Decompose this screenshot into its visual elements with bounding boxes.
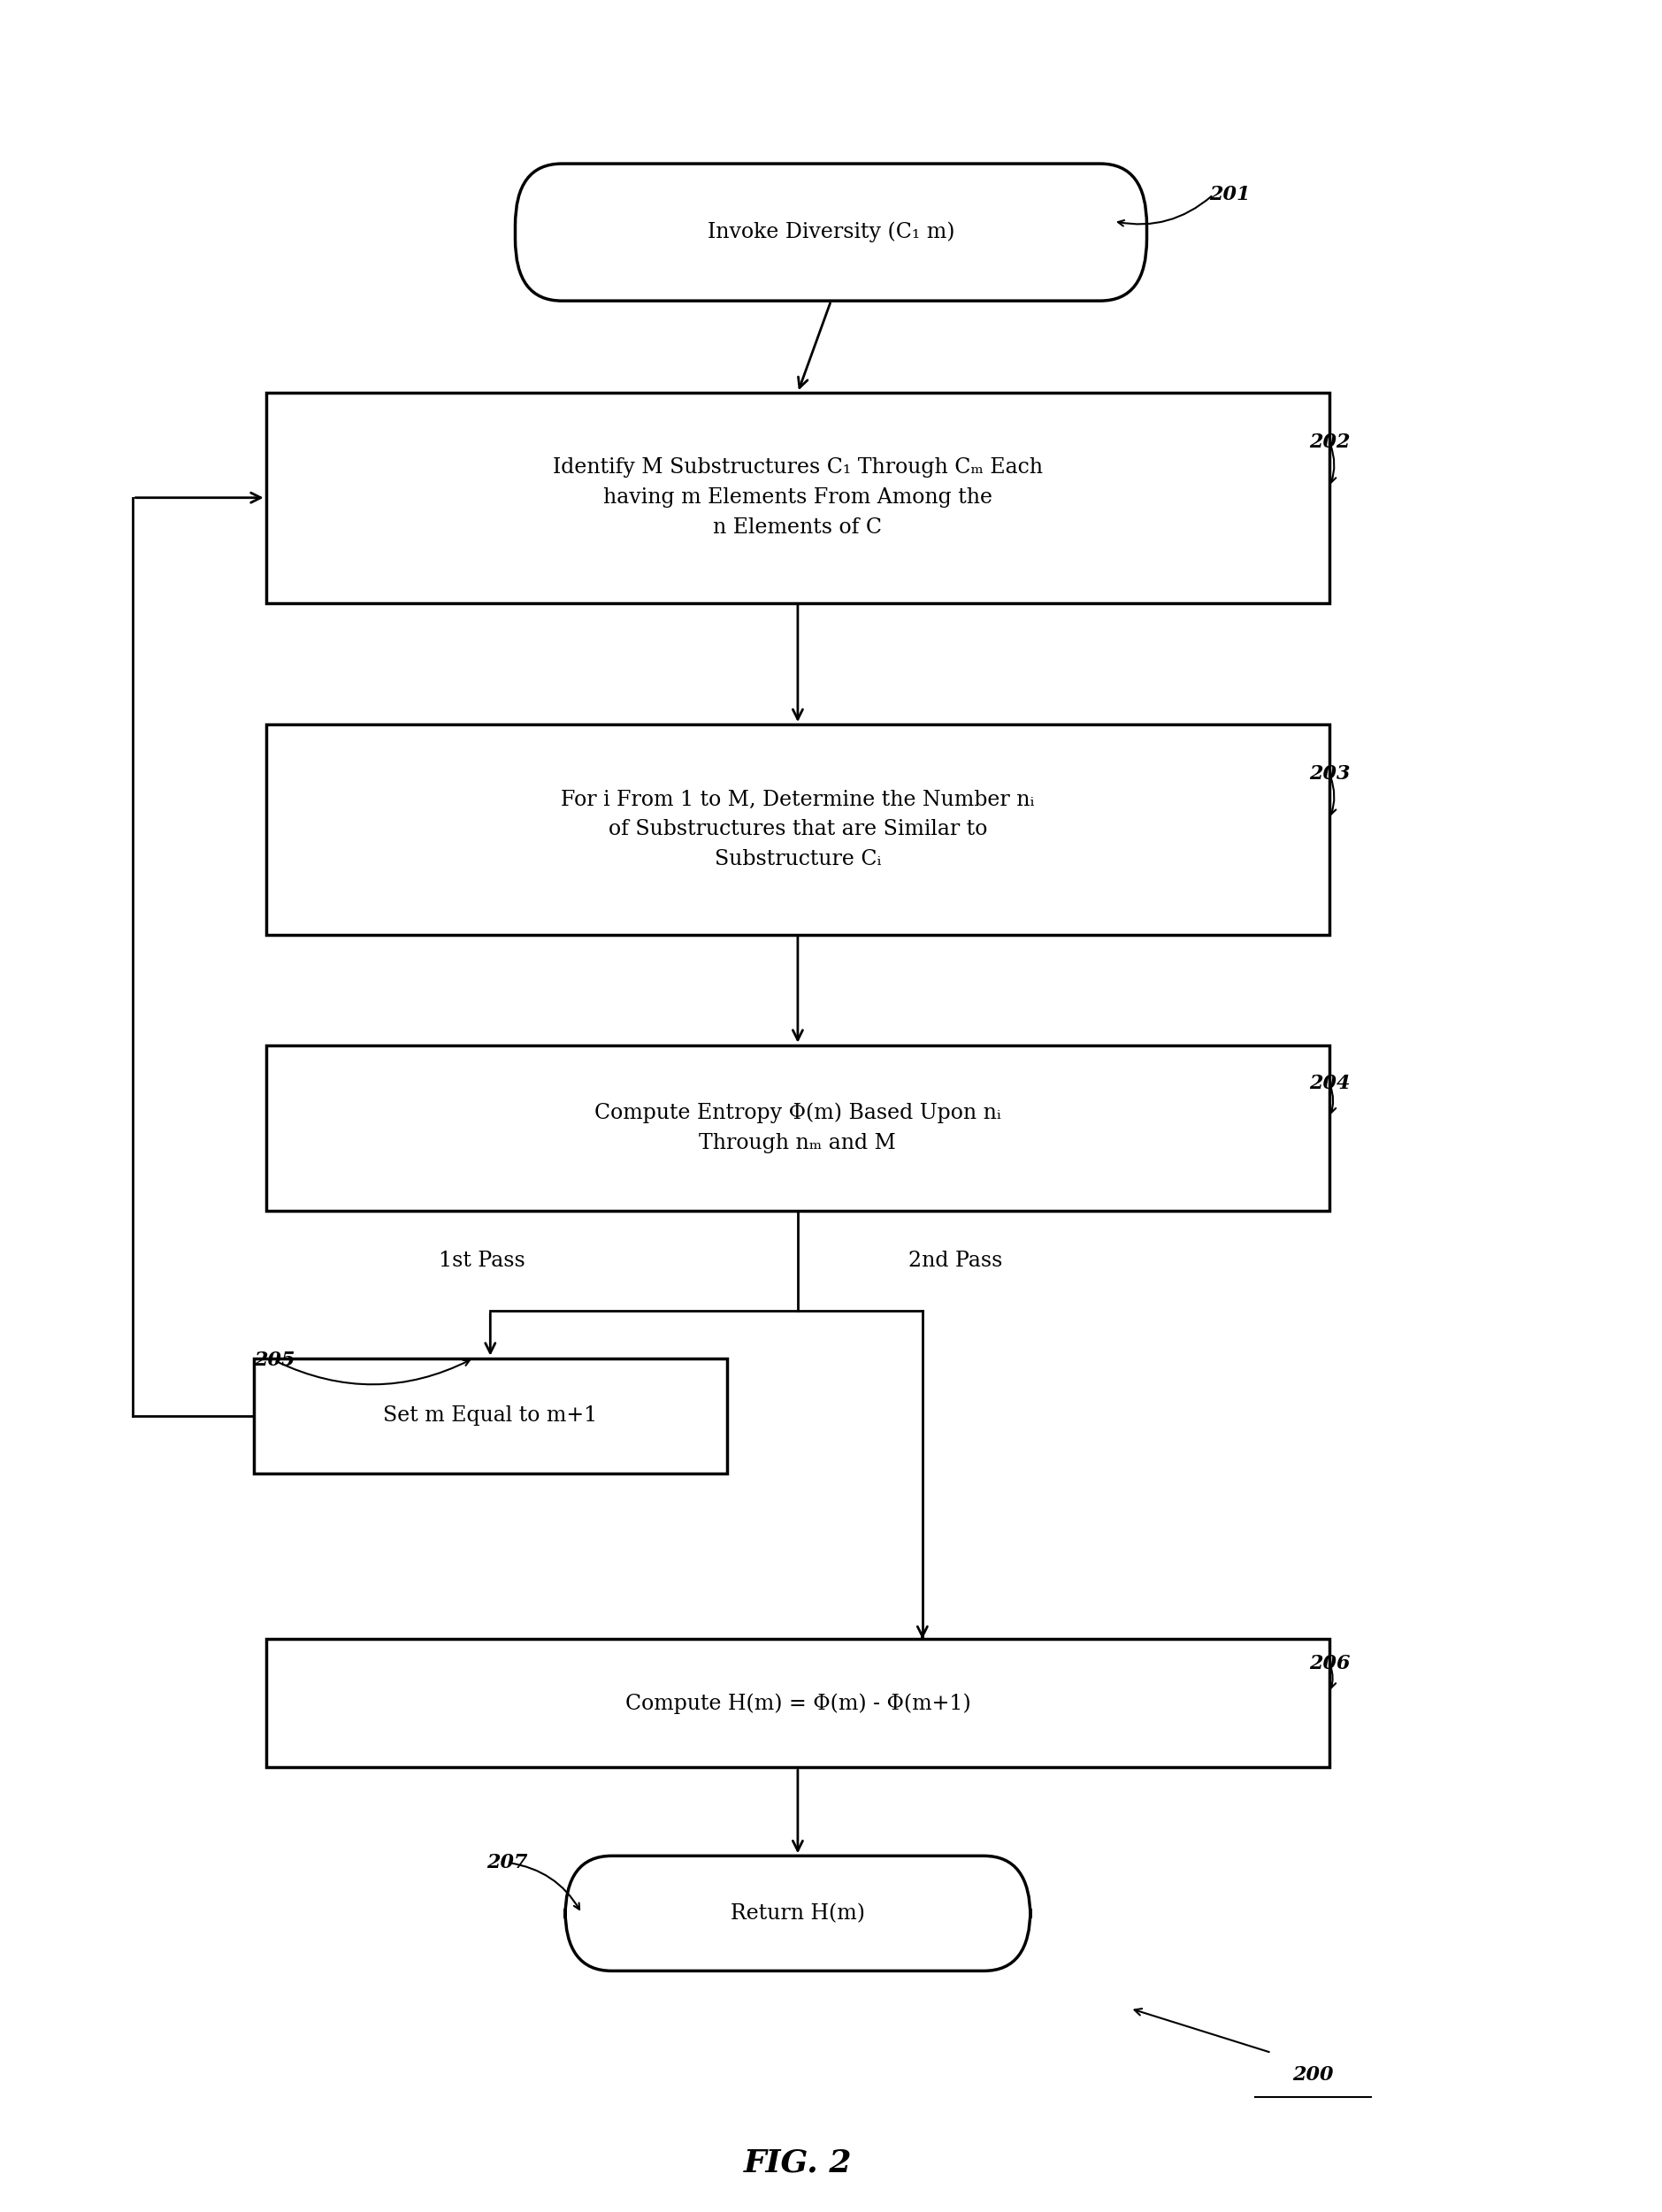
- Text: Set m Equal to m+1: Set m Equal to m+1: [384, 1405, 597, 1427]
- Text: Compute Entropy Φ(m) Based Upon nᵢ
Through nₘ and M: Compute Entropy Φ(m) Based Upon nᵢ Throu…: [595, 1104, 1001, 1152]
- FancyBboxPatch shape: [266, 1046, 1330, 1212]
- Text: Invoke Diversity (C₁ m): Invoke Diversity (C₁ m): [708, 221, 954, 243]
- Text: 207: 207: [487, 1854, 527, 1871]
- Text: Return H(m): Return H(m): [731, 1902, 864, 1924]
- Text: 205: 205: [254, 1352, 294, 1369]
- FancyBboxPatch shape: [565, 1856, 1030, 1971]
- Text: 201: 201: [1210, 186, 1250, 204]
- Text: For i From 1 to M, Determine the Number nᵢ
of Substructures that are Similar to
: For i From 1 to M, Determine the Number …: [562, 790, 1034, 869]
- Text: 2nd Pass: 2nd Pass: [909, 1250, 1002, 1270]
- FancyBboxPatch shape: [266, 392, 1330, 602]
- Text: 1st Pass: 1st Pass: [439, 1250, 525, 1270]
- Text: 202: 202: [1310, 434, 1350, 451]
- Text: FIG. 2: FIG. 2: [743, 2148, 853, 2179]
- FancyBboxPatch shape: [266, 726, 1330, 933]
- FancyBboxPatch shape: [253, 1358, 728, 1473]
- FancyBboxPatch shape: [266, 1639, 1330, 1767]
- Text: Compute H(m) = Φ(m) - Φ(m+1): Compute H(m) = Φ(m) - Φ(m+1): [625, 1692, 971, 1714]
- Text: Identify M Substructures C₁ Through Cₘ Each
having m Elements From Among the
n E: Identify M Substructures C₁ Through Cₘ E…: [553, 458, 1042, 538]
- Text: 204: 204: [1310, 1075, 1350, 1093]
- Text: 200: 200: [1293, 2066, 1333, 2084]
- Text: 206: 206: [1310, 1655, 1350, 1672]
- FancyBboxPatch shape: [515, 164, 1147, 301]
- Text: 203: 203: [1310, 765, 1350, 783]
